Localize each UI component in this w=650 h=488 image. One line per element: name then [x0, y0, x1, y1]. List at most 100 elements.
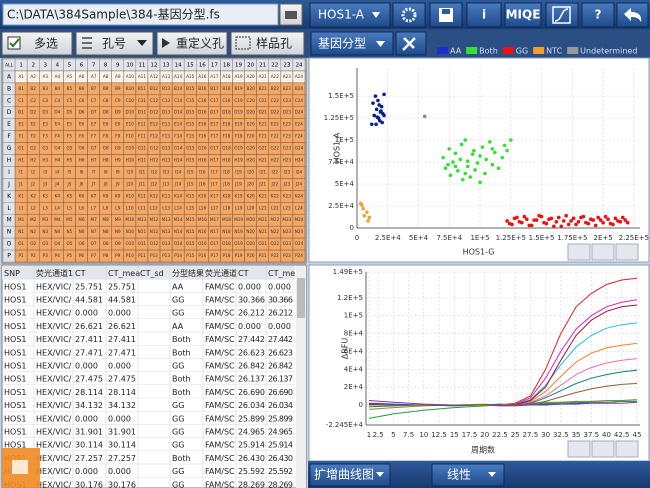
sample-wells-button[interactable]: [230, 31, 305, 56]
y-tick-label: 5E+4: [335, 180, 355, 188]
well-label: J20: [246, 181, 254, 186]
table-cell: 30.114: [75, 441, 103, 450]
x-tick-label: 42.5: [614, 431, 630, 439]
table-cell: 26.621: [108, 322, 136, 331]
table-cell: 26.212: [268, 309, 293, 318]
well-label: G19: [234, 146, 243, 151]
y-axis-label: ΔRFU: [341, 338, 350, 360]
well-label: N9: [115, 229, 121, 234]
well-label: K21: [259, 193, 267, 198]
well-label: J12: [150, 181, 158, 186]
well-label: D9: [115, 110, 121, 115]
well-label: J15: [186, 181, 194, 186]
pan-button[interactable]: [615, 243, 639, 261]
table-cell: 28.269: [238, 480, 265, 488]
plot-type-select[interactable]: [309, 463, 391, 487]
x-tick-label: 2.5E+4: [375, 234, 401, 242]
table-cell: GG: [172, 309, 184, 318]
help-button[interactable]: [581, 2, 615, 28]
dropdown-arrow: [372, 12, 380, 18]
table-cell: GG: [172, 428, 184, 437]
x-tick-label: 7.5E+4: [436, 234, 462, 242]
well-label: G7: [91, 146, 97, 151]
well-label: P16: [198, 253, 206, 258]
redefine-button[interactable]: [156, 31, 228, 56]
column-label: 9: [116, 62, 120, 68]
well-label: J21: [258, 181, 266, 186]
table-cell: 28.114: [75, 388, 103, 397]
scatter-point: [534, 218, 539, 222]
well-label: I4: [55, 169, 59, 174]
scatter-point: [441, 155, 445, 160]
well-label: M24: [294, 217, 303, 222]
x-tick-label: 25: [511, 431, 520, 439]
well-label: G13: [162, 146, 171, 151]
well-label: N20: [246, 229, 255, 234]
scatter-point: [478, 154, 482, 158]
table-header: [2, 266, 295, 280]
well-label: G20: [246, 146, 255, 151]
settings-button[interactable]: [392, 2, 426, 28]
scroll-thumb[interactable]: [297, 278, 305, 318]
table-cell: 30.176: [108, 480, 136, 488]
well-label: E4: [55, 122, 61, 127]
well-label: F1: [19, 134, 24, 139]
zoom-button[interactable]: [591, 243, 615, 261]
add-button[interactable]: [567, 440, 591, 458]
well-label: G12: [150, 146, 159, 151]
well-label: M22: [270, 217, 279, 222]
well-label: K5: [67, 193, 73, 198]
well-label: L7: [91, 205, 96, 210]
legend-label: GG: [516, 47, 528, 56]
scatter-point: [379, 104, 384, 109]
well-label: L16: [198, 205, 206, 210]
well-label: J24: [295, 181, 303, 186]
well-label: B5: [67, 86, 73, 91]
well-label: P1: [19, 253, 25, 258]
well-label: D16: [198, 110, 207, 115]
scatter-point: [505, 219, 509, 223]
well-label: F8: [103, 134, 108, 139]
well-label: O3: [42, 241, 48, 246]
well-label: I14: [175, 169, 182, 174]
scale-select[interactable]: [431, 463, 505, 487]
plot-mode-select[interactable]: [310, 31, 394, 56]
scrollbar[interactable]: [296, 266, 306, 488]
zoom-button[interactable]: [591, 440, 615, 458]
well-label: L2: [31, 205, 36, 210]
well-label: L24: [295, 205, 303, 210]
pan-button[interactable]: [615, 440, 639, 458]
well-label: D22: [271, 110, 280, 115]
table-cell: 26.034: [268, 401, 293, 410]
table-cell: GG: [172, 362, 184, 371]
column-label: 5: [68, 62, 72, 68]
add-button[interactable]: [567, 243, 591, 261]
well-label: B23: [283, 86, 292, 91]
file-path-box[interactable]: [2, 3, 279, 26]
well-label: D7: [91, 110, 97, 115]
well-label: M8: [103, 217, 110, 222]
well-label: C13: [162, 98, 171, 103]
well-number-button[interactable]: [75, 31, 154, 56]
well-label: O10: [126, 241, 135, 246]
well-label: B7: [91, 86, 97, 91]
table-cell: 26.137: [238, 375, 265, 384]
scatter-point: [373, 94, 378, 98]
well-label: O11: [138, 241, 147, 246]
y-tick-label: 2.5E+4: [328, 202, 354, 210]
column-label: 20: [247, 62, 254, 68]
well-label: A10: [126, 74, 135, 79]
table-cell: FAM/SC: [205, 401, 235, 410]
column-label: 17: [211, 62, 218, 68]
redefine-text: 重定义孔: [176, 36, 224, 51]
well-label: E11: [138, 122, 146, 127]
table-cell: FAM/SC: [205, 480, 235, 488]
well-label: B18: [222, 86, 231, 91]
info-button[interactable]: [466, 2, 502, 28]
well-label: G1: [18, 146, 24, 151]
floating-icon-glyph: [12, 460, 28, 474]
well-label: I21: [259, 169, 266, 174]
miqe-button[interactable]: [504, 2, 542, 28]
x-axis-label: HOS1-G: [463, 248, 495, 257]
well-label: M3: [42, 217, 49, 222]
